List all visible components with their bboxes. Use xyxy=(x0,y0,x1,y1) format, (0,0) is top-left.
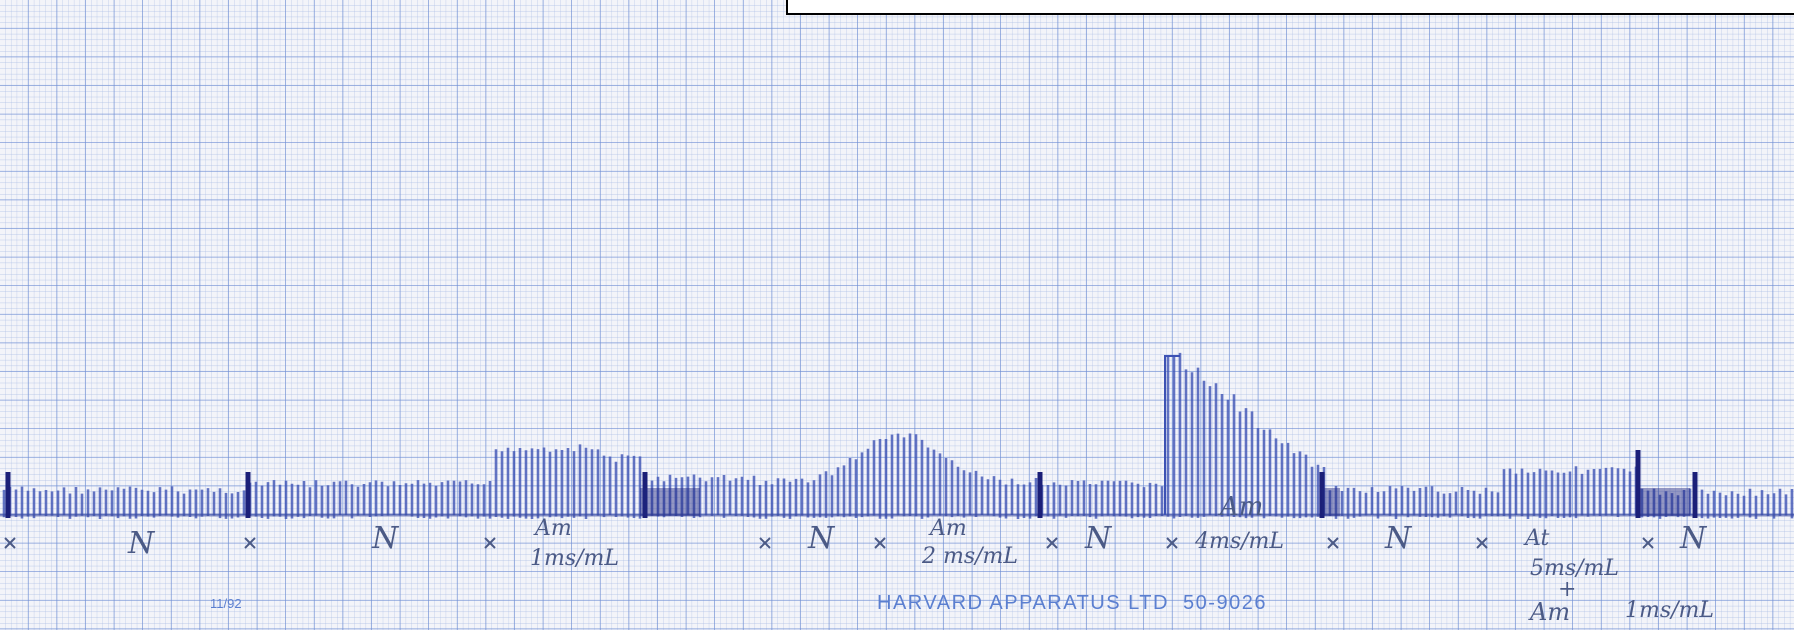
dark-band xyxy=(1322,488,1340,516)
annotation: 1ms/mL xyxy=(1625,598,1714,623)
annotation: N xyxy=(371,521,400,556)
chart-paper: N N Am 1ms/mL N Am 2 ms/mL N Am 4ms/mL N… xyxy=(0,0,1794,630)
paper-date-code: 11/92 xyxy=(210,596,242,611)
annotation: N xyxy=(1384,521,1413,556)
masking-box xyxy=(787,0,1794,14)
paper-maker: HARVARD APPARATUS LTD 50-9026 xyxy=(877,592,1267,614)
dark-band xyxy=(640,488,700,516)
annotation: 1ms/mL xyxy=(530,546,619,571)
annotation: N xyxy=(1084,521,1113,556)
annotation: Am xyxy=(1218,492,1263,522)
annotation: Am xyxy=(533,516,572,541)
annotation: 4ms/mL xyxy=(1194,529,1284,554)
annotation: N xyxy=(1679,521,1708,556)
annotation: Am xyxy=(928,516,967,541)
annotation: At xyxy=(1523,526,1550,551)
dark-band xyxy=(1640,488,1690,516)
annotation: 2 ms/mL xyxy=(921,544,1018,569)
annotation: N xyxy=(807,521,836,556)
annotation: N xyxy=(127,526,156,561)
annotation: Am xyxy=(1528,598,1570,626)
